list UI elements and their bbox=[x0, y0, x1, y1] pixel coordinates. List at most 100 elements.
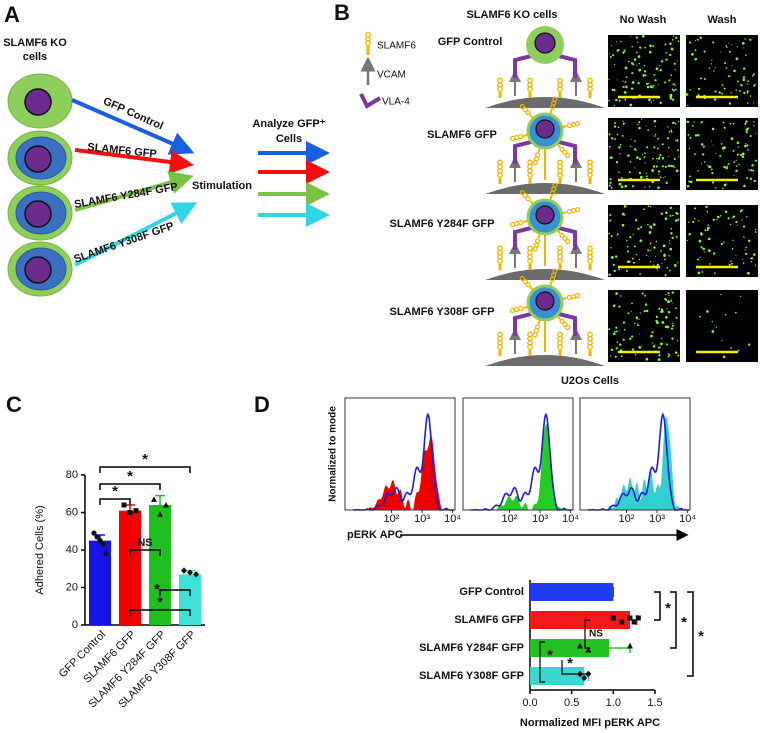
micrograph-cell bbox=[688, 147, 691, 150]
micrograph-cell bbox=[752, 121, 755, 123]
micrograph-cell bbox=[672, 121, 675, 125]
micrograph-cell bbox=[648, 50, 652, 54]
micrograph-cell bbox=[735, 57, 739, 60]
micrograph-cell bbox=[697, 271, 701, 275]
slamf6 bbox=[565, 152, 571, 159]
micrograph-cell bbox=[664, 274, 667, 277]
x-tick-label: 10² bbox=[619, 513, 635, 525]
slamf6 bbox=[532, 246, 538, 252]
histogram-reference bbox=[587, 412, 689, 511]
micrograph-cell bbox=[622, 122, 625, 125]
cell-caption: cells bbox=[23, 51, 47, 63]
micrograph-cell bbox=[616, 233, 619, 235]
micrograph-cell bbox=[647, 223, 649, 226]
micrograph-cell bbox=[623, 49, 626, 52]
micrograph-cell bbox=[664, 43, 667, 46]
micrograph-cell bbox=[616, 341, 619, 343]
micrograph-cell bbox=[731, 44, 733, 46]
data-point bbox=[581, 674, 588, 682]
micrograph-cell bbox=[724, 62, 727, 65]
micrograph-cell bbox=[728, 217, 730, 220]
micrograph-cell bbox=[747, 149, 749, 151]
micrograph-cell bbox=[654, 79, 657, 82]
micrograph-cell bbox=[674, 166, 676, 169]
micrograph-cell bbox=[615, 330, 618, 333]
micrograph-cell bbox=[627, 60, 630, 63]
slamf6 bbox=[518, 219, 524, 226]
micrograph-cell bbox=[673, 62, 676, 65]
micrograph-cell bbox=[629, 103, 633, 107]
micrograph-cell bbox=[653, 73, 656, 76]
micrograph-cell bbox=[668, 353, 671, 356]
micrograph-cell bbox=[706, 310, 709, 313]
micrograph-cell bbox=[747, 80, 750, 82]
x-tick-label: 0.5 bbox=[564, 697, 579, 709]
micrograph-cell bbox=[609, 157, 611, 159]
micrograph-cell bbox=[718, 91, 721, 94]
micrograph-cell bbox=[609, 178, 612, 181]
micrograph-cell bbox=[608, 78, 610, 80]
micrograph-cell bbox=[610, 235, 613, 238]
micrograph-cell bbox=[671, 98, 675, 101]
micrograph-cell bbox=[655, 319, 658, 323]
micrograph-cell bbox=[755, 132, 757, 134]
x-tick-label: 10² bbox=[502, 513, 518, 525]
micrograph-cell bbox=[670, 164, 673, 167]
histogram-frame bbox=[344, 397, 456, 511]
micrograph-cell bbox=[732, 239, 734, 241]
slamf6 bbox=[566, 294, 572, 301]
micrograph-cell bbox=[665, 293, 667, 296]
micrograph-cell bbox=[641, 292, 644, 295]
slamf6 bbox=[552, 268, 558, 274]
micrograph-cell bbox=[722, 241, 725, 243]
micrograph-cell bbox=[608, 145, 611, 148]
x-tick-label: 10³ bbox=[532, 513, 548, 525]
data-point bbox=[631, 619, 637, 625]
legend-label: VLA-4 bbox=[382, 97, 410, 108]
micrograph-cell bbox=[622, 338, 625, 341]
micrograph-cell bbox=[703, 77, 706, 80]
significance-label: * bbox=[567, 655, 573, 672]
micrograph-cell bbox=[648, 98, 651, 102]
nucleus bbox=[24, 145, 52, 173]
histogram-frame bbox=[462, 397, 574, 511]
micrograph-cell bbox=[730, 260, 732, 262]
micrograph-cell bbox=[735, 220, 738, 224]
analyze-label: Analyze GFP⁺ bbox=[252, 118, 325, 130]
micrograph-cell bbox=[650, 227, 653, 230]
micrograph-cell bbox=[625, 269, 628, 272]
slamf6 bbox=[509, 135, 516, 142]
micrograph-cell bbox=[752, 102, 754, 104]
micrograph-cell bbox=[615, 326, 618, 329]
micrograph-cell bbox=[734, 311, 737, 314]
micrograph-cell bbox=[615, 292, 618, 295]
micrograph-cell bbox=[647, 205, 650, 208]
micrograph-cell bbox=[738, 89, 741, 92]
micrograph-cell bbox=[663, 177, 665, 179]
slamf6-icon bbox=[587, 77, 593, 84]
micrograph-cell bbox=[658, 173, 660, 175]
micrograph-cell bbox=[674, 69, 676, 71]
micrograph-cell bbox=[730, 347, 732, 349]
nucleus bbox=[534, 32, 556, 54]
micrograph-cell bbox=[615, 160, 619, 164]
significance-label: * bbox=[154, 581, 160, 598]
data-point bbox=[181, 567, 187, 574]
micrograph-cell bbox=[609, 52, 611, 54]
micrograph-cell bbox=[613, 63, 616, 66]
micrograph-cell bbox=[675, 169, 679, 173]
micrograph-cell bbox=[749, 95, 752, 97]
micrograph-cell bbox=[655, 67, 659, 71]
micrograph-cell bbox=[631, 72, 634, 75]
row-label: SLAMF6 Y284F GFP bbox=[390, 218, 495, 230]
histogram bbox=[470, 424, 572, 510]
micrograph-cell bbox=[674, 84, 676, 86]
arrow bbox=[71, 98, 195, 155]
micrograph-cell bbox=[669, 242, 671, 244]
micrograph-cell bbox=[692, 124, 694, 127]
surface bbox=[485, 355, 605, 366]
micrograph-cell bbox=[747, 271, 750, 275]
row-label: GFP Control bbox=[438, 36, 503, 48]
micrograph-cell bbox=[659, 69, 662, 72]
